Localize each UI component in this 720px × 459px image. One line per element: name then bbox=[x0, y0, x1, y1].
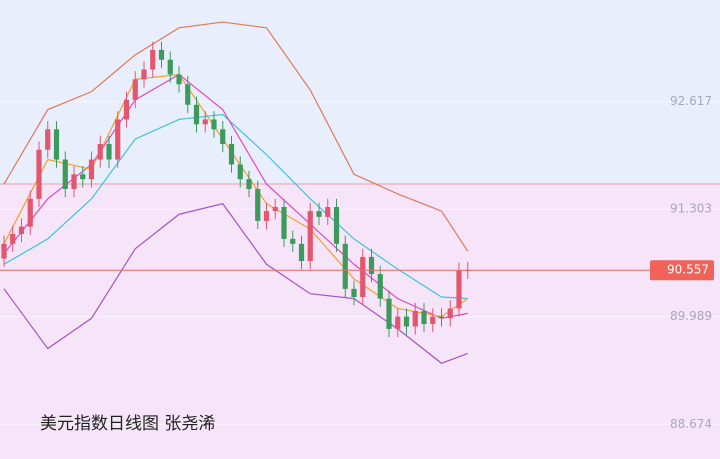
candle-body bbox=[342, 243, 348, 289]
candle-body bbox=[430, 316, 436, 324]
candle-body bbox=[281, 207, 287, 239]
indicator-line bbox=[3, 203, 468, 364]
candle-body bbox=[298, 243, 305, 261]
candle-body bbox=[123, 99, 130, 120]
candle-body bbox=[141, 69, 147, 80]
candle-body bbox=[255, 189, 261, 221]
candle-body bbox=[202, 119, 208, 125]
candle-body bbox=[193, 104, 200, 125]
background-bottom bbox=[0, 184, 720, 459]
candle-body bbox=[158, 49, 165, 60]
candle-body bbox=[412, 310, 418, 327]
candle-body bbox=[80, 174, 86, 180]
indicator-line bbox=[3, 113, 468, 300]
candle-body bbox=[316, 211, 322, 217]
candle-body bbox=[150, 49, 156, 70]
candle-body bbox=[456, 270, 462, 309]
candle-body bbox=[97, 144, 103, 160]
indicator-line bbox=[3, 21, 469, 252]
last-price-box bbox=[650, 260, 714, 281]
candle-body bbox=[176, 74, 182, 85]
candle-body bbox=[377, 274, 383, 299]
candle-body bbox=[360, 256, 366, 297]
candle-body bbox=[438, 316, 445, 319]
candle-body bbox=[403, 316, 410, 327]
candle-body bbox=[290, 238, 296, 244]
candle-body bbox=[333, 207, 340, 244]
indicator-line bbox=[3, 73, 468, 319]
y-tick-label: 92.617 bbox=[670, 94, 712, 108]
last-price-label: 90.557 bbox=[667, 263, 709, 277]
indicator-line bbox=[3, 73, 469, 318]
candle-body bbox=[45, 129, 51, 150]
candle-body bbox=[71, 174, 77, 189]
candle-body bbox=[228, 144, 235, 165]
candle-body bbox=[88, 159, 95, 180]
candle-body bbox=[53, 129, 60, 160]
candle-body bbox=[237, 164, 243, 180]
candle-body bbox=[27, 198, 33, 227]
candle-body bbox=[62, 159, 68, 189]
candle-body bbox=[10, 234, 16, 244]
y-tick-label: 88.674 bbox=[670, 417, 712, 431]
candle-body bbox=[395, 316, 401, 329]
labels: 92.617 91.303 89.989 88.674 90.557 bbox=[0, 94, 714, 431]
y-tick-label: 91.303 bbox=[670, 202, 712, 216]
candle-body bbox=[307, 211, 313, 261]
indicator-lines bbox=[3, 21, 469, 364]
candle-body bbox=[211, 119, 217, 130]
candle-body bbox=[246, 179, 252, 189]
candle-body bbox=[447, 308, 453, 319]
candle-body bbox=[325, 207, 331, 217]
candle-body bbox=[272, 207, 278, 212]
candle-body bbox=[132, 79, 138, 100]
candles bbox=[1, 41, 471, 338]
candle-body bbox=[185, 84, 191, 105]
grid bbox=[0, 101, 720, 425]
candle-body bbox=[386, 298, 392, 329]
chart-title: 美元指数日线图 张尧浠 bbox=[40, 414, 215, 434]
candle-body bbox=[421, 310, 427, 324]
candle-body bbox=[106, 144, 112, 160]
candle-body bbox=[351, 288, 357, 297]
candle-body bbox=[115, 119, 121, 160]
candle-body bbox=[36, 149, 42, 199]
y-tick-label: 89.989 bbox=[670, 309, 712, 323]
candle-body bbox=[220, 129, 226, 144]
candle-body bbox=[167, 59, 173, 75]
candle-body bbox=[18, 226, 25, 234]
candle-body bbox=[1, 243, 7, 259]
candle-body bbox=[263, 211, 270, 221]
candle-body bbox=[368, 256, 375, 275]
